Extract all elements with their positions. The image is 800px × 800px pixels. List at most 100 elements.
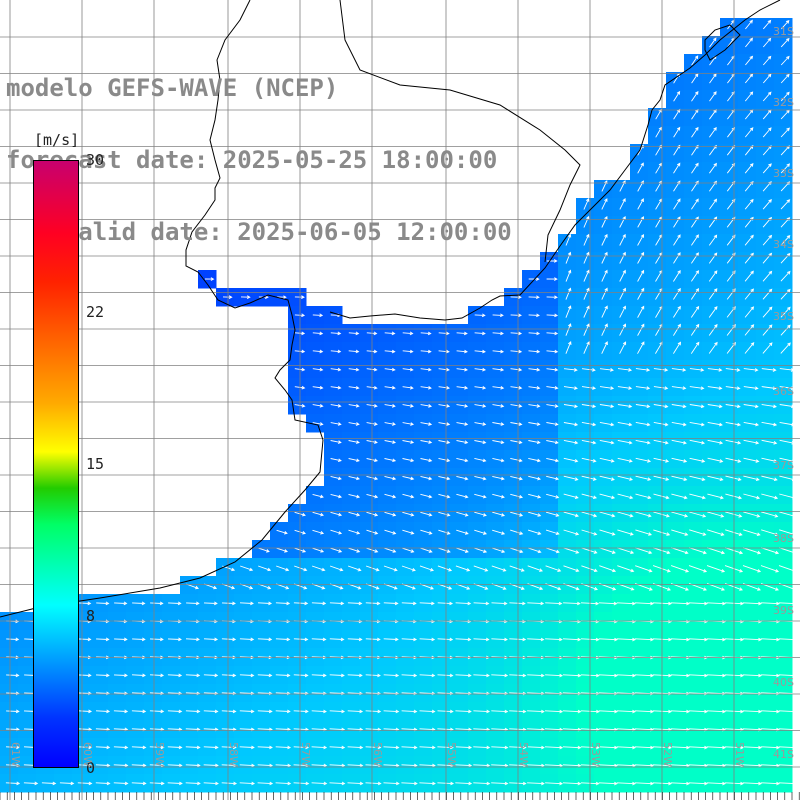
- wind-arrow: [491, 565, 507, 572]
- wind-arrow: [725, 457, 742, 463]
- wind-arrow: [725, 511, 743, 518]
- wind-arrow: [744, 306, 755, 318]
- wind-arrow: [6, 637, 20, 642]
- wind-arrow: [312, 493, 324, 499]
- wind-arrow: [420, 529, 433, 535]
- wind-arrow: [311, 673, 327, 678]
- wind-arrow: [419, 637, 436, 642]
- wind-arrow: [293, 709, 309, 714]
- wind-arrow: [437, 745, 454, 750]
- wind-arrow: [725, 529, 743, 536]
- wind-arrow: [348, 367, 360, 372]
- wind-arrow: [689, 457, 706, 463]
- wind-arrow: [562, 745, 582, 750]
- wind-arrow: [438, 493, 451, 499]
- wind-arrow: [744, 288, 754, 300]
- wind-arrow: [5, 763, 21, 768]
- wind-arrow: [258, 565, 272, 572]
- wind-arrow: [688, 601, 708, 606]
- wind-arrow: [185, 763, 201, 768]
- wind-arrow: [113, 781, 129, 786]
- wind-arrow: [329, 565, 344, 572]
- wind-arrow: [617, 475, 634, 481]
- map-title: modelo GEFS-WAVE (NCEP) forecast date: 2…: [6, 28, 512, 268]
- wind-arrow: [276, 529, 288, 535]
- wind-arrow: [384, 404, 396, 408]
- wind-arrow: [671, 493, 688, 500]
- lon-label-54w: 54W: [517, 742, 530, 767]
- wind-arrow: [114, 637, 128, 642]
- wind-arrow: [581, 475, 597, 481]
- wind-arrow: [653, 475, 670, 481]
- wind-arrow: [527, 547, 542, 554]
- wind-arrow: [330, 404, 342, 408]
- wind-arrow: [743, 529, 761, 536]
- wind-arrow: [347, 565, 362, 572]
- wind-arrow: [599, 565, 617, 573]
- wind-arrow: [528, 475, 542, 481]
- wind-arrow: [762, 324, 773, 336]
- wind-arrow: [329, 745, 346, 750]
- wind-arrow: [312, 529, 325, 535]
- wind-arrow: [113, 673, 128, 678]
- wind-arrow: [420, 511, 433, 517]
- wind-arrow: [275, 745, 292, 750]
- wind-arrow: [5, 781, 21, 786]
- wind-arrow: [583, 287, 590, 300]
- wind-arrow: [598, 673, 618, 678]
- wind-arrow: [691, 55, 699, 66]
- wind-arrow: [77, 781, 93, 786]
- wind-arrow: [780, 252, 791, 264]
- wind-arrow: [239, 637, 255, 642]
- uruguay-coast: [329, 0, 781, 321]
- wind-arrow: [563, 601, 581, 606]
- wind-arrow: [562, 709, 582, 714]
- wind-arrow: [474, 331, 486, 336]
- wind-arrow: [617, 547, 635, 554]
- wind-arrow: [583, 323, 590, 336]
- wind-arrow: [492, 547, 506, 554]
- wind-arrow: [778, 709, 798, 714]
- wind-arrow: [706, 763, 726, 768]
- wind-arrow: [365, 709, 382, 714]
- wind-arrow: [637, 198, 644, 210]
- wind-arrow: [275, 709, 291, 714]
- wind-arrow: [780, 20, 790, 30]
- wind-arrow: [708, 306, 718, 318]
- lat-label-37s: 37S: [773, 459, 794, 472]
- wind-arrow: [581, 421, 597, 427]
- wind-arrow: [673, 323, 681, 336]
- wind-arrow: [132, 637, 146, 642]
- wind-arrow: [708, 341, 718, 354]
- wind-arrow: [509, 601, 526, 606]
- wind-arrow: [745, 55, 754, 66]
- wind-arrow: [670, 745, 690, 750]
- wind-arrow: [510, 440, 523, 445]
- wind-arrow: [653, 547, 671, 555]
- wind-arrow: [384, 367, 396, 372]
- wind-arrow: [293, 601, 309, 606]
- wind-arrow: [617, 565, 635, 573]
- wind-arrow: [312, 367, 324, 372]
- wind-arrow: [762, 306, 773, 318]
- wind-arrow: [203, 637, 219, 642]
- wind-arrow: [455, 709, 472, 714]
- wind-arrow: [203, 709, 219, 714]
- wind-arrow: [149, 781, 165, 786]
- wind-arrow: [204, 277, 215, 281]
- wind-arrow: [581, 529, 598, 536]
- wind-arrow: [312, 422, 324, 426]
- wind-arrow: [760, 547, 780, 555]
- wind-arrow: [745, 19, 753, 30]
- wind-arrow: [456, 529, 469, 535]
- wind-arrow: [402, 422, 415, 426]
- wind-arrow: [474, 422, 487, 426]
- wind-arrow: [671, 439, 687, 445]
- wind-arrow: [761, 439, 778, 445]
- wind-arrow: [761, 368, 777, 372]
- wind-arrow: [691, 162, 699, 174]
- wind-arrow: [779, 475, 796, 482]
- wind-arrow: [619, 233, 626, 246]
- lon-label-57w: 57W: [299, 742, 312, 767]
- wind-arrow: [401, 763, 418, 768]
